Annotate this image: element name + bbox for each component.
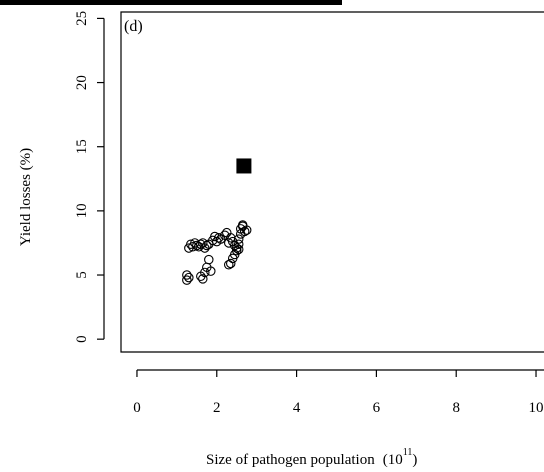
y-tick-label: 10 [74,203,90,218]
top-border-rule [0,0,342,5]
open-circle-point [231,245,242,256]
plot-border [120,11,544,353]
open-circle-point [198,274,208,284]
x-tick-label: 0 [133,400,141,416]
x-tick-label: 10 [529,400,544,416]
open-circle-point [204,254,214,265]
open-circle-point [184,272,194,283]
open-circle-point [200,267,210,278]
y-tick-label: 25 [74,11,90,26]
x-axis-unit-exponent: 11 [403,447,413,458]
y-tick-label: 0 [74,335,90,343]
x-tick-label: 8 [452,400,460,416]
x-axis-title-text: Size of pathogen population [206,452,375,468]
x-tick-label: 4 [293,400,301,416]
open-circle-point [220,230,230,240]
open-circle-point [237,220,248,230]
y-tick-label: 15 [74,139,90,154]
open-circle-point [182,275,192,285]
x-axis: 0 2 4 6 8 10 [133,369,544,416]
open-circle-point [202,240,212,251]
x-tick-label: 2 [213,400,221,416]
open-circle-point [210,231,220,242]
open-circle-point [225,258,236,269]
plot-frame [120,11,544,353]
data-points [182,158,252,285]
open-circle-point [182,270,192,280]
y-axis: 0 5 10 15 20 25 [74,11,105,343]
open-circle-point [233,239,244,249]
y-tick-label: 20 [74,75,90,90]
x-tick-label: 6 [373,400,381,416]
panel-label: (d) [124,18,143,35]
open-circle-point [214,233,224,243]
x-axis-title: Size of pathogen population (1011) [206,447,417,468]
x-axis-unit-close: ) [412,452,417,468]
x-axis-unit-base: (10 [383,452,403,468]
open-circle-point [223,238,234,248]
y-axis-title: Yield losses (%) [18,148,34,246]
open-circle-point [235,229,246,239]
open-circle-point [206,266,216,276]
filled-square-point [236,158,252,174]
open-circle-point [233,234,244,244]
y-tick-label: 5 [74,271,90,279]
